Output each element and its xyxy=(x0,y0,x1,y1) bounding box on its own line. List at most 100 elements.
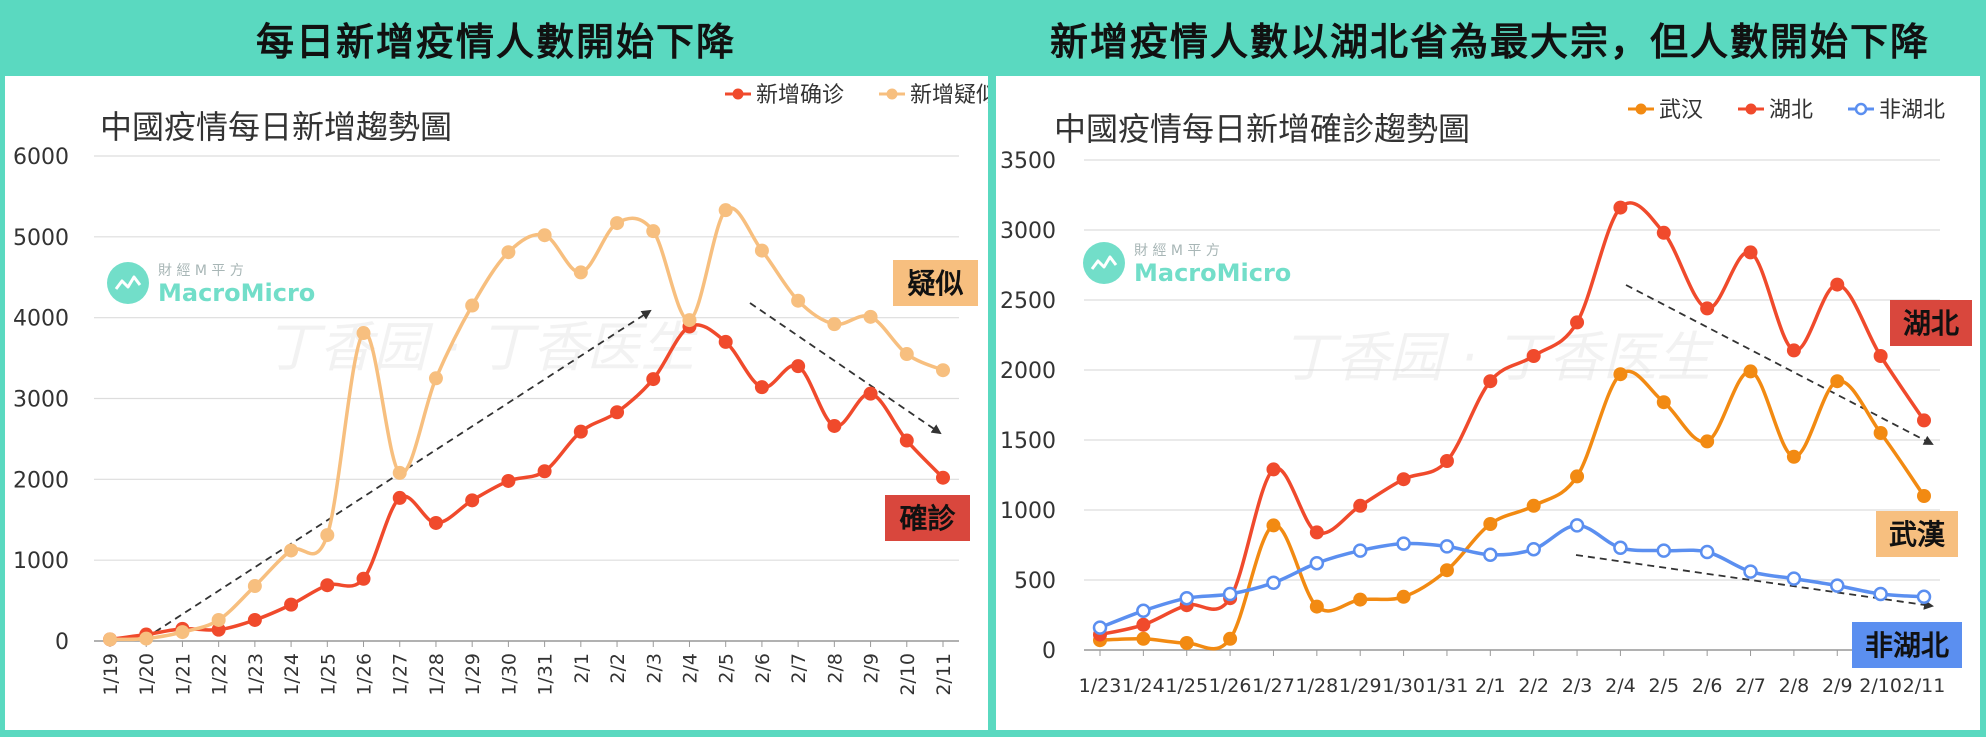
y-tick-label: 3500 xyxy=(1000,149,1056,174)
y-tick-label: 1000 xyxy=(13,549,69,574)
data-point xyxy=(1526,541,1541,557)
data-point xyxy=(1656,543,1672,558)
x-tick-label: 1/27 xyxy=(390,653,412,696)
callout-label: 非湖北 xyxy=(1865,629,1949,662)
data-point xyxy=(791,293,806,308)
legend-marker xyxy=(1635,103,1647,115)
trend-arrow xyxy=(1625,284,1934,445)
data-point xyxy=(1830,578,1845,593)
data-point xyxy=(537,464,552,479)
x-tick-label: 2/7 xyxy=(788,653,810,684)
x-tick-label: 1/28 xyxy=(1296,675,1339,697)
x-tick-label: 2/10 xyxy=(897,653,919,696)
data-point xyxy=(428,515,443,530)
data-point xyxy=(827,418,842,433)
legend-marker xyxy=(732,88,744,100)
series-1 xyxy=(103,203,950,647)
data-point xyxy=(320,528,335,543)
callout-label: 確診 xyxy=(899,502,956,535)
data-point xyxy=(1700,301,1715,316)
data-point xyxy=(1526,349,1541,363)
data-point xyxy=(1786,343,1801,358)
brand-en: MacroMicro xyxy=(158,279,315,307)
data-point xyxy=(392,465,407,480)
x-tick-label: 2/8 xyxy=(824,653,846,684)
data-point xyxy=(827,317,842,332)
data-point xyxy=(1873,349,1888,363)
data-point xyxy=(465,298,480,313)
data-point xyxy=(646,224,661,239)
y-tick-label: 2000 xyxy=(13,468,69,493)
x-tick-label: 2/1 xyxy=(571,653,593,684)
data-point xyxy=(1526,498,1541,513)
callout-box xyxy=(1852,622,1962,668)
legend-label: 新增确诊 xyxy=(756,83,844,108)
x-tick-label: 2/11 xyxy=(933,653,955,696)
left-header: 每日新增疫情人數開始下降 xyxy=(255,19,736,64)
trend-arrow xyxy=(749,302,942,435)
data-point xyxy=(1700,434,1715,449)
data-point xyxy=(754,243,769,258)
data-point xyxy=(1743,245,1758,260)
x-tick-label: 2/6 xyxy=(752,653,774,684)
x-tick-label: 2/3 xyxy=(1562,675,1593,697)
data-point xyxy=(1309,555,1325,571)
data-point xyxy=(1656,395,1671,410)
logo-zigzag-icon xyxy=(1090,255,1118,270)
x-tick-label: 2/2 xyxy=(607,653,629,684)
x-tick-label: 1/28 xyxy=(426,653,448,696)
x-tick-label: 1/21 xyxy=(172,653,194,696)
series-1 xyxy=(1093,200,1931,642)
data-point xyxy=(610,405,625,420)
x-tick-label: 2/4 xyxy=(1605,675,1636,697)
data-point xyxy=(863,386,878,401)
data-point xyxy=(1569,518,1585,533)
x-tick-label: 2/2 xyxy=(1518,675,1549,697)
x-tick-label: 1/26 xyxy=(354,653,376,696)
data-point xyxy=(1613,200,1628,215)
data-point xyxy=(465,493,480,508)
data-point xyxy=(863,309,878,324)
x-tick-label: 1/27 xyxy=(1252,675,1295,697)
legend-label: 湖北 xyxy=(1769,98,1813,123)
data-point xyxy=(211,612,226,627)
data-point xyxy=(356,571,371,586)
brand-en: MacroMicro xyxy=(1134,259,1291,287)
data-point xyxy=(1830,277,1845,292)
brand-cn: 財 經 M 平 方 xyxy=(158,263,244,279)
data-point xyxy=(718,334,733,349)
callout-box xyxy=(885,495,970,541)
callout-box xyxy=(893,260,978,306)
data-point xyxy=(1092,620,1108,635)
x-tick-label: 2/3 xyxy=(643,653,665,684)
data-point xyxy=(1830,374,1845,389)
x-tick-label: 1/30 xyxy=(1382,675,1425,697)
x-tick-label: 2/9 xyxy=(861,653,883,684)
data-point xyxy=(1396,589,1411,604)
data-point xyxy=(1786,449,1801,464)
x-tick-label: 2/10 xyxy=(1859,675,1902,697)
data-point xyxy=(428,371,443,386)
data-point xyxy=(247,612,262,627)
data-point xyxy=(1136,617,1151,632)
data-point xyxy=(501,473,516,488)
y-tick-label: 500 xyxy=(1014,569,1056,594)
legend-marker xyxy=(886,88,898,100)
x-tick-label: 1/29 xyxy=(1339,675,1382,697)
x-tick-label: 2/6 xyxy=(1692,675,1723,697)
macromicro-logo-icon xyxy=(1083,242,1125,284)
data-point xyxy=(936,470,950,485)
data-point xyxy=(1483,517,1498,531)
data-point xyxy=(1266,575,1281,591)
x-tick-label: 2/11 xyxy=(1903,675,1946,697)
x-tick-label: 1/25 xyxy=(1165,675,1208,697)
macromicro-logo-icon xyxy=(107,262,149,304)
chart-title: 中國疫情每日新增趨勢圖 xyxy=(100,108,452,146)
data-point xyxy=(356,326,371,341)
callout-label: 疑似 xyxy=(907,267,963,300)
series-2 xyxy=(1092,518,1932,635)
data-point xyxy=(899,433,914,448)
brand-cn: 財 經 M 平 方 xyxy=(1134,243,1220,259)
legend-label: 新增疑似 xyxy=(910,83,988,108)
data-point xyxy=(1613,540,1628,556)
